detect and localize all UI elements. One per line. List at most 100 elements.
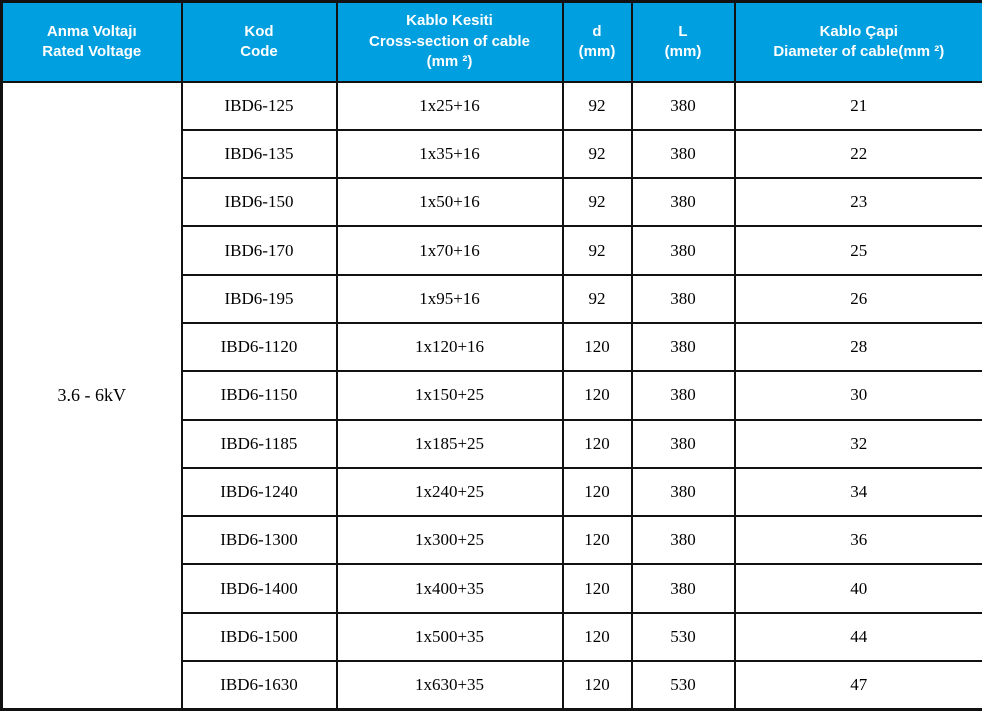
cell-diameter: 23: [733, 177, 982, 228]
cell-l: 380: [630, 466, 736, 518]
table-row: 3.6 - 6kV IBD6-125 1x25+16 92 380 21: [0, 80, 982, 711]
col-header-code: Kod Code: [180, 0, 338, 83]
cell-code: IBD6-150: [180, 177, 338, 228]
cell-l: 380: [630, 321, 736, 373]
cell-l: 380: [630, 225, 736, 276]
table-row: IBD6-1120 1x120+16 120 380 28: [2, 321, 982, 373]
cell-cross-section: 1x120+16: [335, 321, 564, 373]
cell-diameter: 44: [733, 611, 982, 663]
cell-code: IBD6-1185: [180, 418, 338, 469]
cell-diameter: 30: [733, 370, 982, 421]
cell-cross-section: 1x185+25: [335, 418, 564, 469]
header-line-en: Code: [240, 42, 278, 60]
cell-cross-section: 1x240+25: [335, 466, 564, 518]
cell-d: 92: [561, 177, 633, 228]
cell-l: 380: [630, 273, 736, 324]
header-line-tr: Anma Voltajı: [46, 22, 137, 40]
cell-cross-section: 1x25+16: [335, 80, 564, 131]
cell-code: IBD6-135: [180, 128, 338, 180]
table-row: IBD6-135 1x35+16 92 380 22: [2, 128, 982, 180]
cell-d: 120: [561, 418, 633, 469]
cell-l: 380: [630, 418, 736, 469]
cell-code: IBD6-1120: [180, 321, 338, 373]
cell-diameter: 36: [733, 515, 982, 566]
header-line-unit: (mm): [664, 42, 702, 60]
cell-cross-section: 1x150+25: [335, 370, 564, 421]
cell-code: IBD6-1400: [180, 563, 338, 614]
cell-l: 530: [630, 611, 736, 663]
header-line-tr: Kod: [244, 22, 274, 40]
cell-code: IBD6-1500: [180, 611, 338, 663]
table-row: IBD6-1630 1x630+35 120 530 47: [2, 660, 982, 711]
cell-l: 380: [630, 515, 736, 566]
header-line-symbol: d: [592, 22, 602, 40]
header-line-en: Cross-section of cable: [369, 32, 530, 50]
table-row: IBD6-1400 1x400+35 120 380 40: [2, 563, 982, 614]
col-header-d: d (mm): [561, 0, 633, 83]
cell-cross-section: 1x50+16: [335, 177, 564, 228]
cell-l: 380: [630, 370, 736, 421]
cell-diameter: 40: [733, 563, 982, 614]
cell-d: 120: [561, 321, 633, 373]
cell-l: 530: [630, 660, 736, 711]
cell-d: 92: [561, 80, 633, 131]
cell-diameter: 28: [733, 321, 982, 373]
cell-d: 120: [561, 563, 633, 614]
cell-d: 120: [561, 370, 633, 421]
table-row: IBD6-1185 1x185+25 120 380 32: [2, 418, 982, 469]
cell-l: 380: [630, 128, 736, 180]
cell-code: IBD6-195: [180, 273, 338, 324]
cell-d: 92: [561, 273, 633, 324]
cell-code: IBD6-1150: [180, 370, 338, 421]
cell-l: 380: [630, 80, 736, 131]
cell-cross-section: 1x300+25: [335, 515, 564, 566]
table-row: IBD6-1300 1x300+25 120 380 36: [2, 515, 982, 566]
cell-code: IBD6-1300: [180, 515, 338, 566]
cell-diameter: 21: [733, 80, 982, 131]
table-row: IBD6-170 1x70+16 92 380 25: [2, 225, 982, 276]
cell-d: 92: [561, 225, 633, 276]
cell-diameter: 26: [733, 273, 982, 324]
col-header-cross-section: Kablo Kesiti Cross-section of cable (mm …: [335, 0, 564, 83]
header-line-unit: (mm): [578, 42, 616, 60]
cell-cross-section: 1x630+35: [335, 660, 564, 711]
cell-d: 120: [561, 515, 633, 566]
header-line-unit: (mm ²): [426, 52, 473, 70]
cell-cross-section: 1x35+16: [335, 128, 564, 180]
cell-diameter: 47: [733, 660, 982, 711]
table-row: IBD6-1500 1x500+35 120 530 44: [2, 611, 982, 663]
header-line-tr: Kablo Kesiti: [406, 12, 493, 30]
table-row: IBD6-1150 1x150+25 120 380 30: [2, 370, 982, 421]
header-line-symbol: L: [678, 22, 688, 40]
table-body: 3.6 - 6kV IBD6-125 1x25+16 92 380 21 IBD6-135 1…: [0, 80, 982, 711]
table-row: IBD6-150 1x50+16 92 380 23: [2, 177, 982, 228]
cell-code: IBD6-1240: [180, 466, 338, 518]
cell-code: IBD6-1630: [180, 660, 338, 711]
cell-diameter: 32: [733, 418, 982, 469]
voltage-group-cell: 3.6 - 6kV: [0, 80, 183, 711]
cell-cross-section: 1x70+16: [335, 225, 564, 276]
cell-diameter: 22: [733, 128, 982, 180]
header-line-tr: Kablo Çapi: [819, 22, 898, 40]
cell-l: 380: [630, 563, 736, 614]
col-header-l: L (mm): [630, 0, 736, 83]
header-row: Anma Voltajı Rated Voltage Kod Code Kabl…: [0, 0, 982, 83]
cell-d: 120: [561, 611, 633, 663]
col-header-cable-diameter: Kablo Çapi Diameter of cable(mm ²): [733, 0, 982, 83]
cell-cross-section: 1x95+16: [335, 273, 564, 324]
cell-d: 120: [561, 660, 633, 711]
table-header: Anma Voltajı Rated Voltage Kod Code Kabl…: [0, 0, 982, 83]
cell-code: IBD6-125: [180, 80, 338, 131]
cell-cross-section: 1x400+35: [335, 563, 564, 614]
cell-d: 92: [561, 128, 633, 180]
cell-l: 380: [630, 177, 736, 228]
header-line-en: Rated Voltage: [42, 42, 142, 60]
col-header-rated-voltage: Anma Voltajı Rated Voltage: [0, 0, 183, 83]
table-row: IBD6-1240 1x240+25 120 380 34: [2, 466, 982, 518]
cell-diameter: 25: [733, 225, 982, 276]
cell-d: 120: [561, 466, 633, 518]
cell-cross-section: 1x500+35: [335, 611, 564, 663]
table-row: IBD6-195 1x95+16 92 380 26: [2, 273, 982, 324]
